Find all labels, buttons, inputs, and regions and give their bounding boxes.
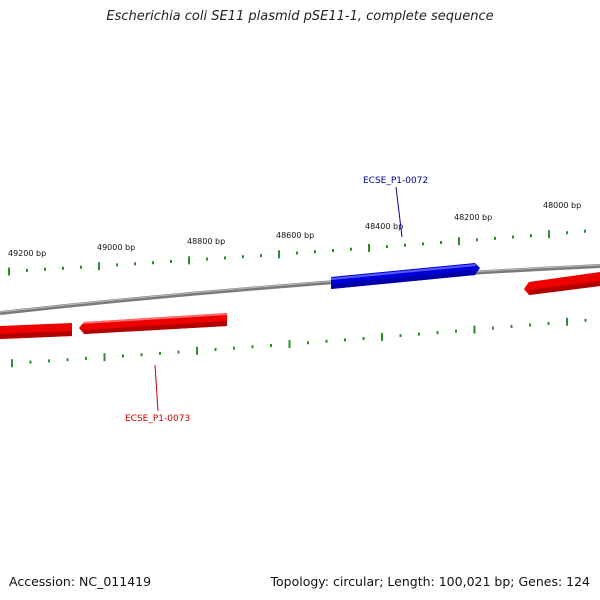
bp-label-48000: 48000 bp [543, 201, 581, 210]
bp-tick-minor [492, 326, 494, 330]
bp-tick-minor [404, 243, 406, 247]
gene-label-ecse-p1-0072[interactable]: ECSE_P1-0072 [363, 176, 428, 186]
bp-tick-minor [140, 353, 143, 357]
bp-tick-minor [584, 318, 587, 322]
bp-tick-minor [29, 360, 32, 364]
bp-label-48600: 48600 bp [276, 231, 314, 240]
bp-tick-major [458, 237, 460, 246]
bp-tick-minor [307, 341, 309, 345]
gene-label-ecse-p1-0073[interactable]: ECSE_P1-0073 [125, 414, 190, 424]
bp-tick-minor [177, 350, 180, 354]
bp-tick-minor [325, 339, 328, 343]
plasmid-backbone [0, 264, 600, 315]
bp-tick-major [11, 359, 13, 368]
bp-tick-minor [422, 242, 424, 246]
bp-tick-major [288, 340, 291, 349]
bp-tick-minor [455, 329, 457, 333]
callout-line-ecse-p1-0072 [395, 186, 403, 238]
bp-tick-minor [547, 321, 550, 325]
bp-tick-minor [476, 238, 478, 242]
bp-tick-minor [48, 359, 50, 363]
bp-tick-minor [122, 354, 124, 358]
bp-tick-minor [436, 331, 439, 335]
plasmid-backbone-highlight [0, 264, 600, 313]
bp-tick-minor [251, 345, 254, 349]
bp-tick-major [8, 267, 10, 276]
bp-tick-minor [386, 245, 388, 249]
bp-tick-major [548, 230, 550, 239]
bp-tick-major [381, 333, 383, 341]
gene-arrow-reverse-left[interactable] [0, 323, 72, 339]
summary-label: Topology: circular; Length: 100,021 bp; … [270, 574, 591, 589]
bp-tick-minor [418, 332, 420, 336]
callout-line-ecse-p1-0073 [154, 364, 159, 412]
bp-tick-minor [170, 260, 172, 263]
bp-tick-minor [512, 235, 514, 239]
bp-tick-minor [399, 334, 402, 338]
bp-tick-minor [233, 346, 235, 350]
gene-arrow-ecse-p1-0072[interactable] [331, 263, 480, 289]
bp-tick-major [278, 250, 280, 259]
bp-tick-minor [214, 348, 217, 351]
bp-tick-major [473, 325, 476, 334]
bp-tick-minor [62, 266, 64, 270]
bp-tick-minor [566, 231, 568, 235]
bp-tick-minor [85, 356, 87, 360]
bp-tick-minor [362, 337, 365, 340]
bp-tick-major [103, 353, 106, 362]
bp-tick-major [196, 346, 198, 355]
accession-label: Accession: NC_011419 [9, 574, 152, 589]
bp-tick-minor [270, 344, 272, 347]
bp-label-48200: 48200 bp [454, 213, 492, 222]
bp-tick-minor [206, 257, 208, 261]
bp-tick-minor [44, 267, 46, 271]
bp-tick-minor [350, 247, 352, 251]
bp-tick-minor [134, 262, 136, 266]
bp-tick-minor [314, 250, 316, 254]
bp-tick-minor [530, 234, 532, 238]
bp-tick-major [566, 317, 568, 326]
bp-label-48400: 48400 bp [365, 222, 403, 231]
bp-tick-minor [116, 263, 118, 267]
bp-tick-minor [584, 229, 586, 233]
bp-tick-minor [332, 249, 334, 252]
bp-tick-major [368, 243, 370, 252]
bp-tick-minor [66, 358, 69, 362]
gene-arrow-ecse-p1-0073[interactable] [79, 313, 227, 334]
bp-tick-minor [260, 254, 262, 257]
bp-tick-minor [224, 256, 226, 260]
bp-tick-minor [494, 236, 496, 240]
bp-tick-minor [26, 268, 28, 272]
bp-tick-major [98, 262, 100, 271]
bp-tick-minor [159, 351, 161, 355]
bp-ticks-inner [11, 317, 587, 368]
bp-tick-minor [80, 265, 82, 269]
bp-label-49000: 49000 bp [97, 243, 135, 252]
bp-label-48800: 48800 bp [187, 237, 225, 246]
bp-tick-minor [344, 338, 346, 342]
bp-tick-minor [529, 323, 531, 327]
bp-tick-major [188, 256, 190, 265]
bp-tick-minor [510, 325, 513, 328]
bp-tick-minor [152, 261, 154, 265]
bp-tick-minor [242, 255, 244, 259]
gene-arrow-reverse-right[interactable] [524, 272, 600, 295]
bp-tick-minor [440, 241, 442, 244]
bp-label-49200: 49200 bp [8, 249, 46, 258]
map-title: Escherichia coli SE11 plasmid pSE11-1, c… [106, 9, 494, 24]
bp-ticks-outer [8, 229, 586, 276]
bp-tick-minor [296, 251, 298, 255]
